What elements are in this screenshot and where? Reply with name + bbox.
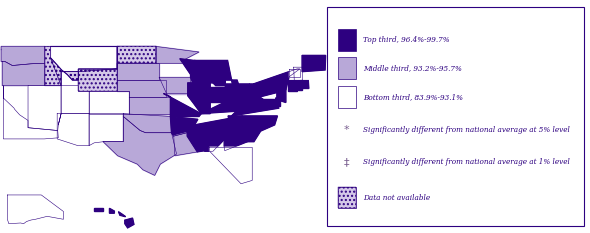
Polygon shape	[228, 116, 277, 131]
Polygon shape	[51, 46, 117, 86]
Polygon shape	[78, 69, 117, 91]
Polygon shape	[205, 125, 225, 151]
Polygon shape	[58, 86, 89, 125]
Text: Bottom third, 83.9%-93.1%: Bottom third, 83.9%-93.1%	[363, 93, 463, 101]
Polygon shape	[302, 55, 326, 72]
Polygon shape	[188, 83, 210, 114]
Polygon shape	[45, 46, 78, 86]
Text: ‡: ‡	[344, 158, 349, 168]
Text: Middle third, 93.2%-95.7%: Middle third, 93.2%-95.7%	[363, 64, 462, 72]
Polygon shape	[231, 99, 279, 116]
Polygon shape	[7, 195, 63, 224]
Polygon shape	[125, 218, 134, 228]
Polygon shape	[297, 86, 301, 90]
Polygon shape	[89, 114, 123, 146]
Text: Significantly different from national average at 5% level: Significantly different from national av…	[363, 126, 571, 134]
Text: Significantly different from national average at 1% level: Significantly different from national av…	[363, 158, 571, 167]
Polygon shape	[117, 63, 159, 80]
Polygon shape	[287, 85, 297, 91]
Polygon shape	[2, 62, 45, 86]
Polygon shape	[117, 46, 156, 69]
Polygon shape	[233, 124, 261, 142]
Polygon shape	[103, 116, 176, 175]
Polygon shape	[123, 114, 172, 133]
Polygon shape	[94, 208, 103, 211]
Bar	[337, 29, 356, 51]
Polygon shape	[199, 102, 241, 114]
Polygon shape	[221, 125, 247, 151]
Polygon shape	[195, 116, 242, 125]
Polygon shape	[277, 89, 286, 103]
Polygon shape	[253, 69, 300, 90]
Polygon shape	[117, 80, 166, 97]
Polygon shape	[159, 77, 191, 93]
Polygon shape	[187, 125, 208, 152]
Polygon shape	[209, 147, 253, 184]
Polygon shape	[4, 86, 58, 139]
Polygon shape	[119, 212, 126, 217]
Text: *: *	[344, 125, 349, 135]
Polygon shape	[110, 208, 114, 213]
Polygon shape	[289, 69, 300, 77]
Polygon shape	[180, 59, 213, 83]
Text: Top third, 96.4%-99.7%: Top third, 96.4%-99.7%	[363, 36, 450, 44]
Bar	[337, 57, 356, 79]
Polygon shape	[225, 84, 250, 106]
Polygon shape	[250, 84, 282, 99]
Polygon shape	[28, 86, 61, 130]
Text: Data not available: Data not available	[363, 194, 431, 202]
Polygon shape	[238, 93, 265, 107]
Polygon shape	[276, 98, 280, 106]
Bar	[337, 187, 356, 209]
Polygon shape	[156, 46, 199, 63]
Polygon shape	[173, 130, 198, 156]
Polygon shape	[129, 97, 171, 114]
Polygon shape	[89, 91, 129, 114]
Polygon shape	[163, 93, 201, 116]
Polygon shape	[210, 87, 225, 103]
Bar	[337, 86, 356, 108]
Polygon shape	[1, 46, 45, 65]
Polygon shape	[194, 60, 239, 86]
Polygon shape	[255, 99, 280, 106]
Polygon shape	[171, 116, 198, 136]
Bar	[337, 187, 356, 209]
Polygon shape	[289, 81, 309, 89]
Polygon shape	[294, 67, 303, 81]
Polygon shape	[57, 114, 89, 146]
